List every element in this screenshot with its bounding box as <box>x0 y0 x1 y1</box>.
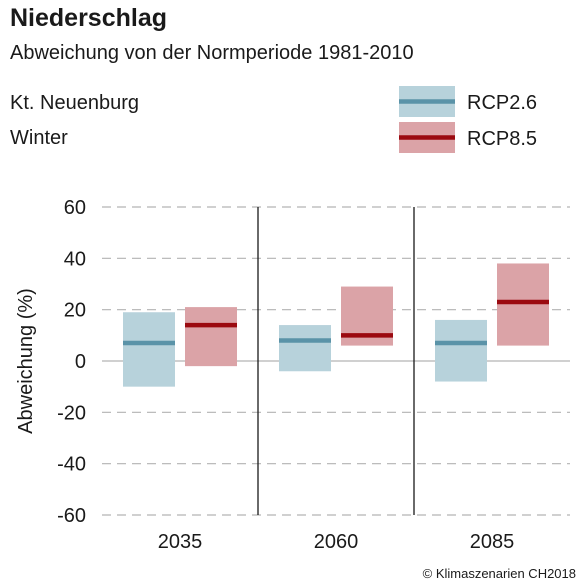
y-tick-label: -60 <box>57 505 86 527</box>
x-tick-label: 2085 <box>470 531 515 553</box>
y-tick-label: 40 <box>64 248 86 270</box>
rcp26-range-box <box>435 319 487 382</box>
legend-label-rcp26: RCP2.6 <box>467 92 537 114</box>
rcp26-range-box <box>279 325 331 372</box>
y-tick-label: 60 <box>64 197 86 219</box>
rcp85-range-box <box>185 307 237 367</box>
y-tick-label: -20 <box>57 402 86 424</box>
legend-label-rcp85: RCP8.5 <box>467 128 537 150</box>
chart-subtitle: Abweichung von der Normperiode 1981-2010 <box>10 42 414 64</box>
chart-title: Niederschlag <box>10 4 168 32</box>
season-label: Winter <box>10 127 68 149</box>
copyright-notice: © Klimaszenarien CH2018 <box>422 566 576 581</box>
y-tick-label: -40 <box>57 454 86 476</box>
x-tick-label: 2060 <box>314 531 359 553</box>
x-tick-label: 2035 <box>158 531 203 553</box>
y-tick-label: 0 <box>75 351 86 373</box>
y-axis-title: Abweichung (%) <box>15 288 37 434</box>
rcp26-range-box <box>123 312 175 387</box>
y-tick-label: 20 <box>64 300 86 322</box>
rcp85-range-box <box>497 263 549 346</box>
region-label: Kt. Neuenburg <box>10 92 139 114</box>
